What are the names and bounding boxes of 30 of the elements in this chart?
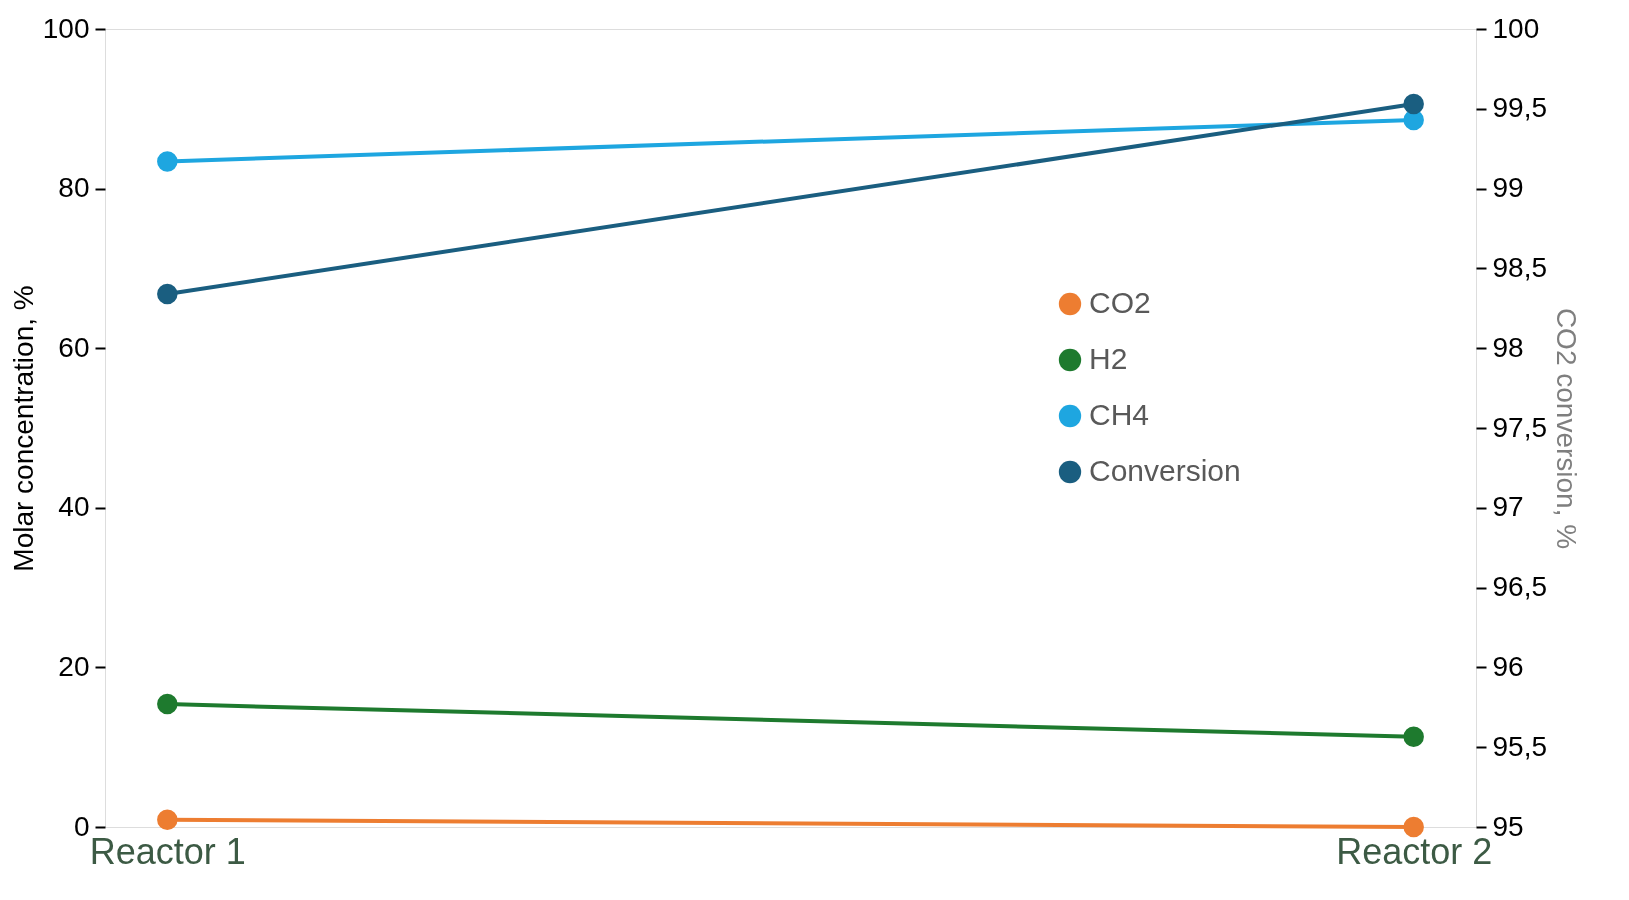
y2-tick-label: 98 — [1492, 331, 1524, 363]
y2-tick-label: 98,5 — [1492, 251, 1547, 283]
y2-tick-label: 96,5 — [1492, 571, 1547, 603]
y-tick-label: 20 — [58, 650, 90, 682]
legend-label: CO2 — [1089, 286, 1151, 319]
y2-tick-label: 99 — [1492, 172, 1524, 204]
y2-tick-label: 95,5 — [1492, 730, 1547, 762]
y-tick-label: 0 — [73, 810, 90, 842]
y-tick-label: 80 — [58, 172, 90, 204]
y2-tick-label: 99,5 — [1492, 92, 1547, 124]
y2-tick-label: 96 — [1492, 650, 1524, 682]
legend-label: CH4 — [1089, 398, 1150, 431]
point — [157, 809, 178, 831]
y2-tick-label: 95 — [1492, 810, 1524, 842]
x-tick-label: Reactor 1 — [89, 830, 246, 872]
y2-tick-label: 97,5 — [1492, 411, 1547, 443]
y2-tick-label: 100 — [1492, 12, 1540, 44]
legend-label: Conversion — [1089, 454, 1241, 487]
y-tick-label: 100 — [42, 12, 90, 44]
point — [1403, 816, 1424, 838]
point — [1403, 726, 1424, 748]
y2-tick-label: 97 — [1492, 491, 1524, 523]
y2-axis-title: CO2 conversion, % — [1551, 307, 1582, 550]
y-tick-label: 40 — [58, 491, 90, 523]
x-tick-label: Reactor 2 — [1336, 830, 1493, 872]
point — [157, 693, 178, 715]
y-tick-label: 60 — [58, 331, 90, 363]
point — [157, 151, 178, 172]
legend-label: H2 — [1089, 342, 1128, 375]
y-axis-title: Molar concentration, % — [7, 285, 39, 572]
